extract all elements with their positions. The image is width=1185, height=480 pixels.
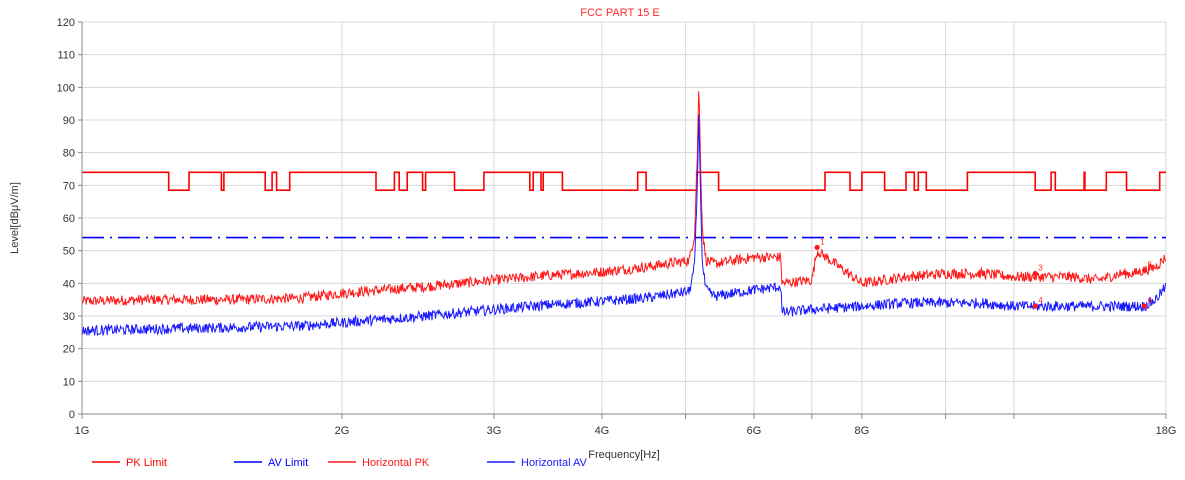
y-axis-title: Level[dBμV/m] bbox=[9, 182, 21, 254]
series-layer bbox=[81, 91, 1167, 337]
x-axis-title: Frequency[Hz] bbox=[588, 449, 660, 461]
y-tick-label: 10 bbox=[63, 376, 75, 388]
series-line-1 bbox=[82, 171, 1166, 191]
marker-layer: 1 3 4 5 6 bbox=[814, 237, 1153, 309]
marker-label: 4 bbox=[1038, 296, 1043, 305]
legend-label: AV Limit bbox=[268, 457, 308, 469]
x-tick-label: 3G bbox=[487, 425, 502, 437]
series-line-4 bbox=[81, 114, 1167, 337]
marker-point bbox=[1032, 303, 1038, 309]
y-tick-label: 20 bbox=[63, 344, 75, 356]
y-tick-label: 110 bbox=[57, 50, 75, 62]
y-tick-label: 40 bbox=[63, 278, 75, 290]
y-tick-label: 0 bbox=[69, 409, 75, 421]
tick-layer: 0 10 20 30 40 50 60 70 80 90 100 110 120 1G 2G 3G 4G 6G 8G… bbox=[57, 17, 1177, 437]
x-tick-label: 6G bbox=[747, 425, 762, 437]
legend-label: Horizontal AV bbox=[521, 457, 587, 469]
marker-label: 6 bbox=[1148, 296, 1153, 305]
y-tick-label: 80 bbox=[63, 148, 75, 160]
y-tick-label: 60 bbox=[63, 213, 75, 225]
x-tick-label: 2G bbox=[335, 425, 350, 437]
chart-title: FCC PART 15 E bbox=[580, 7, 659, 19]
y-tick-label: 70 bbox=[63, 180, 75, 192]
y-tick-label: 30 bbox=[63, 311, 75, 323]
y-tick-label: 100 bbox=[57, 82, 75, 94]
x-tick-label: 4G bbox=[595, 425, 610, 437]
marker-label: 3 bbox=[1038, 264, 1043, 273]
legend-label: Horizontal PK bbox=[362, 457, 430, 469]
marker-point bbox=[1032, 270, 1038, 277]
marker-label: 1 bbox=[820, 237, 825, 246]
x-tick-label: 8G bbox=[855, 425, 870, 437]
legend-label: PK Limit bbox=[126, 457, 167, 469]
marker-point bbox=[1141, 303, 1148, 309]
y-tick-label: 90 bbox=[63, 115, 75, 127]
grid-layer bbox=[82, 21, 1167, 414]
y-tick-label: 50 bbox=[63, 246, 75, 258]
x-tick-label: 1G bbox=[75, 425, 90, 437]
legend: PK Limit AV Limit Horizontal PK Horizontal … bbox=[92, 457, 587, 469]
marker-label: 5 bbox=[1148, 260, 1153, 269]
marker-point bbox=[814, 244, 820, 250]
series-line-3 bbox=[81, 91, 1167, 307]
y-tick-label: 120 bbox=[57, 17, 75, 29]
marker-point bbox=[1141, 267, 1148, 273]
x-tick-label: 18G bbox=[1156, 425, 1177, 437]
